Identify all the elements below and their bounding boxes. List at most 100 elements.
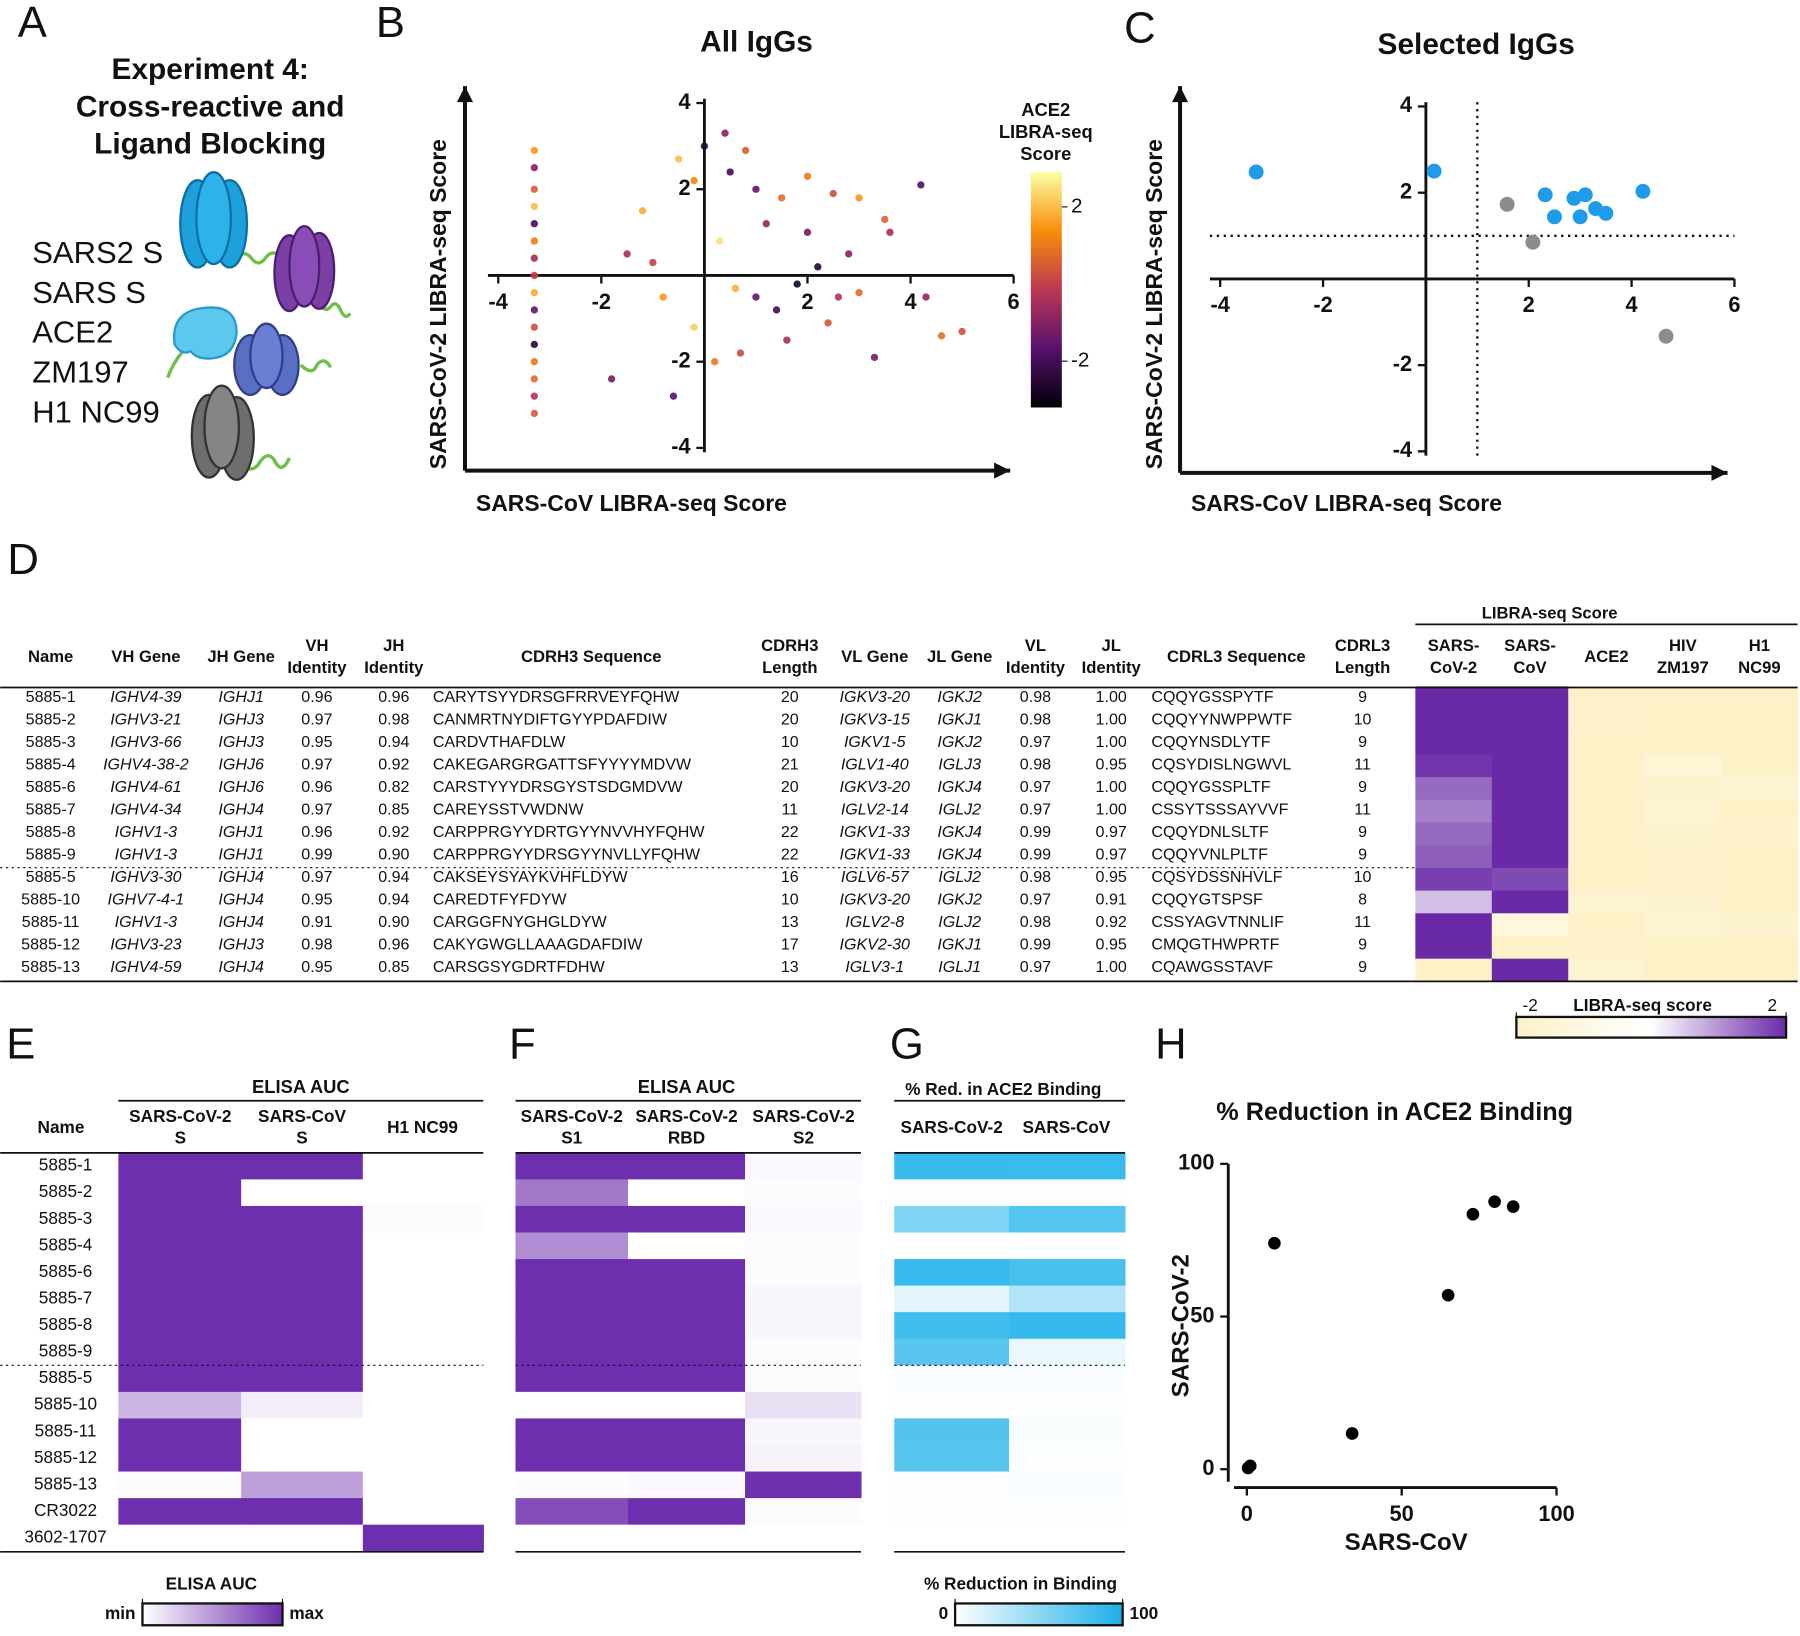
column-header: H1 NC99 [387, 1117, 458, 1137]
heatmap-cell [1491, 822, 1569, 846]
heatmap-cell [1644, 754, 1722, 778]
heatmap-cell [118, 1391, 242, 1420]
row-name: 5885-5 [39, 1367, 93, 1387]
table-cell: 0.90 [378, 846, 409, 864]
heatmap-cell [627, 1312, 746, 1340]
row-name: 5885-7 [39, 1287, 93, 1307]
heatmap-cell [241, 1285, 364, 1313]
heatmap-cell [745, 1524, 862, 1552]
arrow-head [994, 462, 1011, 479]
row-name: 5885-13 [34, 1473, 97, 1493]
point [530, 289, 539, 297]
heatmap-cell [241, 1232, 364, 1260]
heatmap-cell [894, 1152, 1010, 1180]
heatmap-cell [241, 1152, 364, 1180]
panel-letter: F [509, 1020, 536, 1068]
heatmap-cell [118, 1444, 242, 1473]
table-cell: CARSTYYYDRSGYSTSDGMDVW [433, 778, 683, 796]
heatmap-cell [362, 1232, 484, 1260]
colorbar-tick-label: 0 [939, 1603, 949, 1623]
table-cell: 10 [781, 891, 799, 909]
x-tick-label: 4 [1626, 292, 1638, 317]
heatmap-cell [1415, 709, 1493, 733]
point [886, 228, 894, 237]
heatmap-cell [1415, 731, 1493, 756]
column-header: Name [38, 1117, 85, 1137]
heatmap-cell [241, 1524, 364, 1552]
point [669, 392, 678, 400]
point [731, 284, 739, 293]
heatmap-cell [1491, 686, 1569, 710]
arrow-head [1711, 464, 1728, 481]
heatmap-cell [362, 1444, 484, 1473]
row-name: 5885-1 [39, 1155, 93, 1175]
antigen-label: ZM197 [32, 354, 128, 389]
heatmap-cell [1491, 799, 1569, 824]
heatmap-cell [1721, 958, 1799, 982]
table-cell: 0.97 [1020, 733, 1051, 751]
heatmap-cell [362, 1391, 484, 1420]
x-tick-label: 0 [1241, 1501, 1253, 1526]
colorbar [141, 1602, 284, 1627]
table-header: H1 [1749, 636, 1770, 655]
heatmap-cell [1009, 1418, 1126, 1446]
heatmap-cell [1568, 913, 1646, 937]
heatmap-cell [627, 1259, 746, 1287]
table-cell: 9 [1358, 688, 1367, 706]
table-header: CDRH3 [761, 636, 818, 655]
colorbar-tick-label: 2 [1071, 194, 1083, 217]
heatmap-cell [241, 1391, 364, 1420]
column-header: SARS-CoV [1022, 1117, 1110, 1137]
table-cell: 22 [781, 823, 799, 841]
colorbar-tick-label: -2 [1522, 995, 1537, 1015]
table-cell: IGHJ6 [218, 756, 264, 774]
point [845, 250, 853, 258]
heatmap-cell [118, 1312, 242, 1340]
heatmap-cell [894, 1471, 1010, 1499]
table-cell: CMQGTHWPRTF [1151, 936, 1279, 954]
heatmap-cell [241, 1312, 364, 1340]
point [937, 332, 946, 340]
table-cell: 0.91 [1096, 891, 1127, 909]
point [649, 258, 657, 267]
table-cell: 16 [781, 868, 799, 886]
point [1248, 164, 1264, 180]
table-header: JH [383, 636, 404, 655]
table-cell: 0.97 [1020, 891, 1051, 909]
group-title: ELISA AUC [638, 1076, 736, 1097]
heatmap-cell [627, 1232, 746, 1260]
table-cell: 5885-7 [26, 801, 76, 819]
panel-letter: B [376, 0, 405, 47]
x-axis-title: SARS-CoV [1345, 1529, 1468, 1556]
experiment-title: Experiment 4: [112, 53, 309, 86]
column-header: S [175, 1128, 186, 1148]
heatmap-cell [1568, 822, 1646, 846]
heatmap-cell [118, 1152, 242, 1180]
table-cell: 0.94 [378, 891, 409, 909]
table-cell: IGHJ1 [218, 823, 263, 841]
heatmap-cell [1009, 1524, 1126, 1552]
heatmap-cell [515, 1205, 629, 1234]
table-cell: 9 [1358, 733, 1367, 751]
heatmap-cell [627, 1338, 746, 1366]
heatmap-cell [894, 1312, 1010, 1340]
table-cell: 13 [781, 913, 799, 931]
heatmap-cell [1415, 958, 1493, 982]
y-tick-label: -4 [1393, 437, 1412, 462]
table-header: CoV-2 [1430, 658, 1477, 677]
table-cell: IGHV4-34 [110, 801, 181, 819]
table-cell: IGKV3-20 [840, 891, 911, 909]
heatmap-cell [1009, 1285, 1126, 1313]
table-cell: 0.90 [378, 913, 409, 931]
heatmap-cell [362, 1312, 484, 1340]
point [1537, 187, 1553, 203]
heatmap-cell [515, 1312, 629, 1340]
heatmap-cell [1721, 709, 1799, 733]
table-header: CDRL3 Sequence [1167, 647, 1306, 666]
heatmap-cell [1491, 913, 1569, 937]
heatmap-cell [745, 1365, 862, 1393]
experiment-title: Ligand Blocking [94, 128, 326, 161]
heatmap-cell [745, 1179, 862, 1207]
table-header: ZM197 [1657, 658, 1709, 677]
